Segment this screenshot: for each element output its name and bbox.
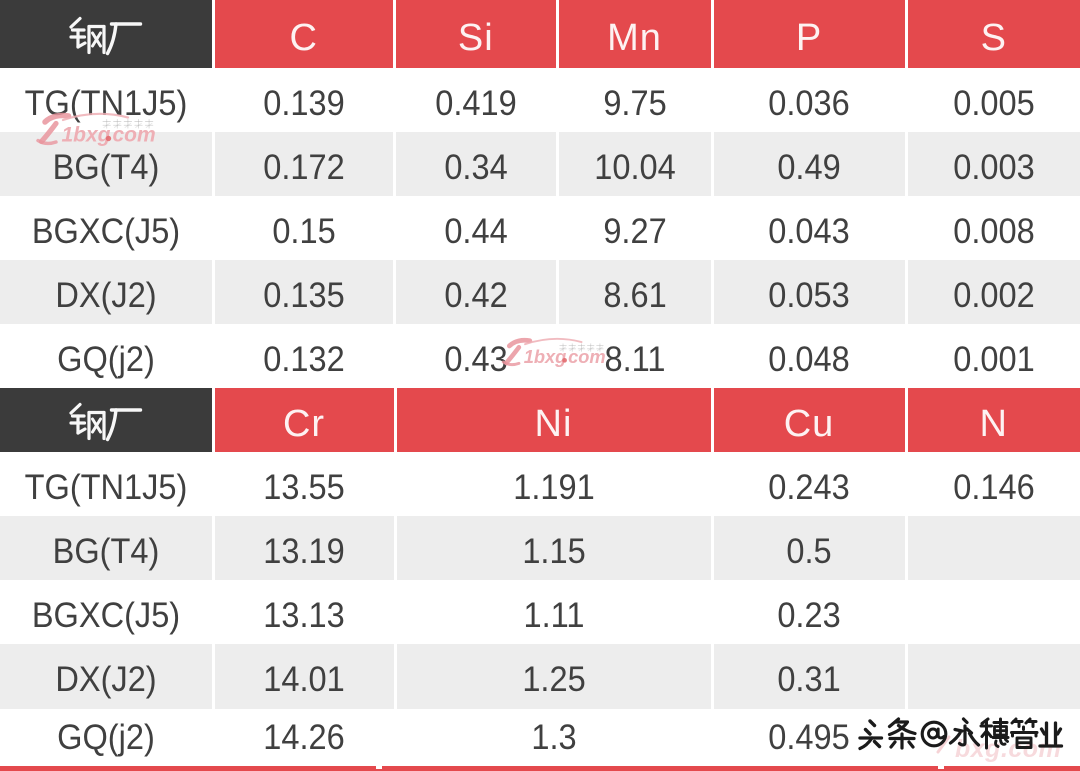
svg-text:com: com bbox=[568, 346, 606, 367]
svg-text:1bxg: 1bxg bbox=[62, 124, 111, 147]
svg-text:1bxg: 1bxg bbox=[524, 346, 567, 367]
svg-text:com: com bbox=[113, 124, 156, 147]
